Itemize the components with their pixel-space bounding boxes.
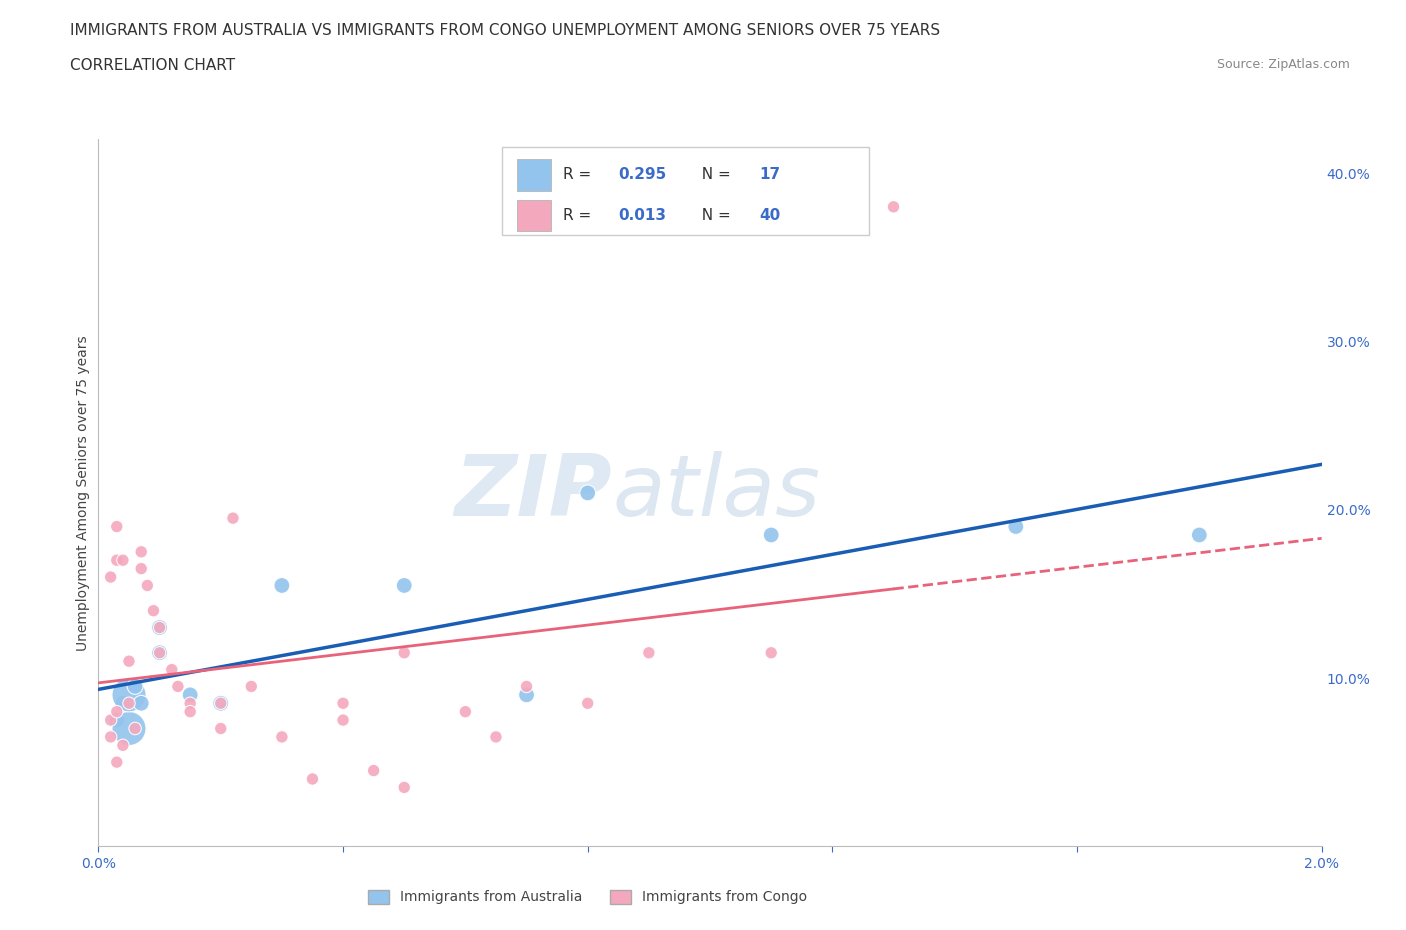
Point: [142, 604, 165, 618]
Text: CORRELATION CHART: CORRELATION CHART: [70, 58, 235, 73]
Point: [118, 687, 141, 702]
Point: [105, 755, 128, 770]
Point: [111, 737, 134, 752]
Point: [485, 729, 508, 744]
Point: [124, 679, 146, 694]
Point: [105, 712, 128, 727]
Text: 0.295: 0.295: [619, 167, 666, 182]
Point: [454, 704, 477, 719]
Text: atlas: atlas: [612, 451, 820, 535]
Point: [136, 578, 159, 593]
Point: [332, 712, 354, 727]
Point: [209, 696, 232, 711]
Point: [209, 721, 232, 736]
Y-axis label: Unemployment Among Seniors over 75 years: Unemployment Among Seniors over 75 years: [76, 335, 90, 651]
Point: [637, 645, 661, 660]
Point: [270, 729, 294, 744]
Point: [129, 544, 152, 559]
Point: [167, 679, 190, 694]
Point: [240, 679, 263, 694]
Text: 17: 17: [759, 167, 780, 182]
Point: [111, 552, 134, 567]
Point: [759, 645, 782, 660]
Point: [270, 578, 294, 593]
Point: [1188, 527, 1211, 542]
Point: [118, 721, 141, 736]
Point: [111, 696, 134, 711]
Point: [576, 696, 599, 711]
Text: IMMIGRANTS FROM AUSTRALIA VS IMMIGRANTS FROM CONGO UNEMPLOYMENT AMONG SENIORS OV: IMMIGRANTS FROM AUSTRALIA VS IMMIGRANTS …: [70, 23, 941, 38]
Text: R =: R =: [564, 167, 596, 182]
Bar: [517, 200, 551, 232]
Point: [105, 552, 128, 567]
Point: [149, 620, 172, 635]
Point: [392, 645, 416, 660]
Point: [100, 712, 122, 727]
Point: [301, 772, 323, 787]
Point: [160, 662, 183, 677]
Point: [179, 696, 201, 711]
Bar: [517, 159, 551, 191]
Legend: Immigrants from Australia, Immigrants from Congo: Immigrants from Australia, Immigrants fr…: [363, 884, 813, 910]
Point: [105, 519, 128, 534]
Point: [222, 511, 245, 525]
Point: [100, 569, 122, 584]
Text: R =: R =: [564, 208, 596, 223]
Text: ZIP: ZIP: [454, 451, 612, 535]
Point: [100, 729, 122, 744]
Point: [149, 620, 172, 635]
Point: [129, 696, 152, 711]
Point: [363, 764, 385, 778]
Point: [149, 645, 172, 660]
Text: N =: N =: [692, 167, 735, 182]
Point: [105, 704, 128, 719]
Point: [209, 696, 232, 711]
Point: [883, 199, 905, 214]
Point: [179, 687, 201, 702]
Point: [1004, 519, 1026, 534]
Text: N =: N =: [692, 208, 735, 223]
Point: [759, 527, 782, 542]
Point: [332, 696, 354, 711]
Point: [516, 687, 538, 702]
Point: [118, 696, 141, 711]
Point: [576, 485, 599, 500]
Text: 40: 40: [759, 208, 780, 223]
Point: [118, 654, 141, 669]
Point: [179, 704, 201, 719]
Point: [149, 645, 172, 660]
Point: [392, 780, 416, 795]
Text: Source: ZipAtlas.com: Source: ZipAtlas.com: [1216, 58, 1350, 71]
Text: 0.013: 0.013: [619, 208, 666, 223]
Point: [124, 721, 146, 736]
FancyBboxPatch shape: [502, 147, 869, 235]
Point: [392, 578, 416, 593]
Point: [516, 679, 538, 694]
Point: [129, 561, 152, 576]
